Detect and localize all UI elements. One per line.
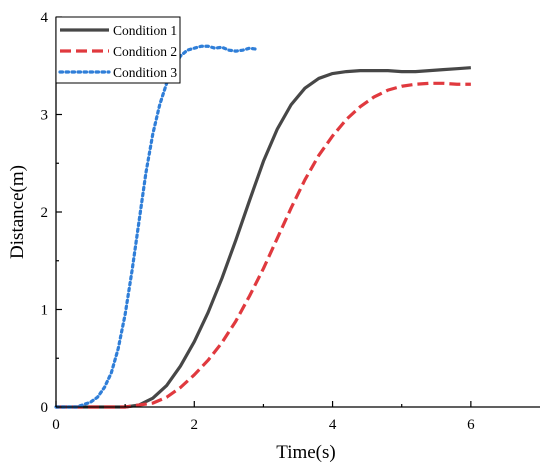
legend: Condition 1 Condition 2 Condition 3 (55, 16, 181, 84)
y-tick-label: 2 (41, 205, 49, 221)
x-tick-label: 0 (52, 417, 60, 433)
series-3 (54, 44, 259, 409)
x-axis-label: Time(s) (276, 442, 335, 463)
legend-label-condition-2: Condition 2 (113, 44, 177, 59)
series-line-2 (56, 81, 471, 409)
x-tick-label: 4 (329, 417, 337, 433)
y-tick-label: 1 (41, 303, 49, 319)
series-line-1 (56, 66, 471, 409)
series-1 (56, 66, 471, 409)
series-line-3 (54, 44, 259, 409)
y-axis-label: Distance(m) (7, 165, 28, 259)
x-tick-label: 2 (191, 417, 199, 433)
series-layer (54, 44, 471, 409)
ticks: 0 2 4 6 0 1 2 3 4 (41, 10, 476, 433)
y-tick-label: 3 (41, 108, 49, 124)
legend-label-condition-3: Condition 3 (113, 65, 177, 80)
y-tick-label: 4 (41, 10, 49, 26)
y-tick-label: 0 (41, 400, 49, 416)
legend-label-condition-1: Condition 1 (113, 23, 177, 38)
x-tick-label: 6 (467, 417, 475, 433)
series-2 (56, 81, 471, 409)
